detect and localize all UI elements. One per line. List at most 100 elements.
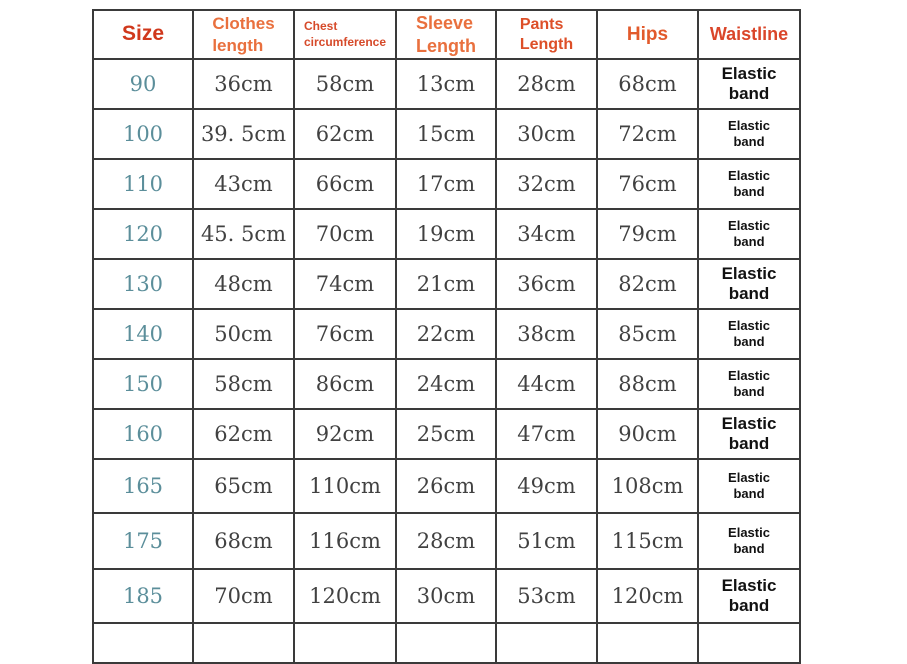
cell-pants_length: 34cm — [495, 208, 598, 260]
partial-empty-row — [92, 622, 801, 664]
cell-sleeve_length: 24cm — [395, 358, 497, 410]
cell-clothes_length: 62cm — [192, 408, 295, 460]
column-header-label: Chest circumference — [303, 18, 387, 50]
table-row: 175 68cm 116cm 28cm 51cm 115cm Elastic band — [92, 512, 801, 570]
cell-pants_length: 47cm — [495, 408, 598, 460]
cell-hips: 76cm — [596, 158, 699, 210]
cell-chest_circumference: 62cm — [293, 108, 397, 160]
cell-waistline: Elastic band — [697, 458, 801, 514]
cell-hips: 120cm — [596, 568, 699, 624]
empty-cell — [697, 622, 801, 664]
column-header-pants_length: Pants Length — [495, 9, 598, 60]
cell-waistline: Elastic band — [697, 408, 801, 460]
cell-sleeve_length: 25cm — [395, 408, 497, 460]
cell-sleeve_length: 22cm — [395, 308, 497, 360]
cell-hips: 68cm — [596, 58, 699, 110]
cell-sleeve_length: 26cm — [395, 458, 497, 514]
cell-waistline: Elastic band — [697, 358, 801, 410]
cell-chest_circumference: 70cm — [293, 208, 397, 260]
cell-chest_circumference: 92cm — [293, 408, 397, 460]
header-row: Size Clothes length Chest circumference Sle… — [92, 9, 801, 60]
cell-chest_circumference: 74cm — [293, 258, 397, 310]
column-header-label: Clothes length — [212, 14, 275, 55]
column-header-label: Waistline — [709, 24, 789, 45]
cell-hips: 82cm — [596, 258, 699, 310]
cell-sleeve_length: 15cm — [395, 108, 497, 160]
cell-size: 185 — [92, 568, 194, 624]
cell-clothes_length: 36cm — [192, 58, 295, 110]
column-header-clothes_length: Clothes length — [192, 9, 295, 60]
cell-chest_circumference: 110cm — [293, 458, 397, 514]
empty-cell — [192, 622, 295, 664]
column-header-label: Pants Length — [519, 15, 574, 53]
cell-pants_length: 30cm — [495, 108, 598, 160]
table-row: 90 36cm 58cm 13cm 28cm 68cm Elastic band — [92, 58, 801, 110]
cell-clothes_length: 65cm — [192, 458, 295, 514]
cell-clothes_length: 43cm — [192, 158, 295, 210]
cell-sleeve_length: 13cm — [395, 58, 497, 110]
cell-chest_circumference: 76cm — [293, 308, 397, 360]
column-header-waistline: Waistline — [697, 9, 801, 60]
table-body: 90 36cm 58cm 13cm 28cm 68cm Elastic band 100 39.… — [92, 58, 801, 664]
table-row: 160 62cm 92cm 25cm 47cm 90cm Elastic band — [92, 408, 801, 460]
size-chart-table: Size Clothes length Chest circumference Sle… — [92, 9, 801, 664]
cell-sleeve_length: 19cm — [395, 208, 497, 260]
cell-clothes_length: 45. 5cm — [192, 208, 295, 260]
cell-size: 130 — [92, 258, 194, 310]
table-row: 130 48cm 74cm 21cm 36cm 82cm Elastic band — [92, 258, 801, 310]
column-header-sleeve_length: Sleeve Length — [395, 9, 497, 60]
cell-pants_length: 38cm — [495, 308, 598, 360]
table-row: 140 50cm 76cm 22cm 38cm 85cm Elastic band — [92, 308, 801, 360]
cell-hips: 90cm — [596, 408, 699, 460]
cell-pants_length: 36cm — [495, 258, 598, 310]
cell-clothes_length: 58cm — [192, 358, 295, 410]
table-head: Size Clothes length Chest circumference Sle… — [92, 9, 801, 60]
cell-chest_circumference: 116cm — [293, 512, 397, 570]
cell-waistline: Elastic band — [697, 208, 801, 260]
cell-hips: 72cm — [596, 108, 699, 160]
cell-clothes_length: 48cm — [192, 258, 295, 310]
cell-hips: 115cm — [596, 512, 699, 570]
cell-hips: 79cm — [596, 208, 699, 260]
empty-cell — [495, 622, 598, 664]
cell-size: 90 — [92, 58, 194, 110]
empty-cell — [92, 622, 194, 664]
column-header-size: Size — [92, 9, 194, 60]
cell-size: 160 — [92, 408, 194, 460]
cell-clothes_length: 70cm — [192, 568, 295, 624]
column-header-label: Sleeve Length — [416, 13, 476, 56]
cell-chest_circumference: 120cm — [293, 568, 397, 624]
table-row: 150 58cm 86cm 24cm 44cm 88cm Elastic band — [92, 358, 801, 410]
cell-size: 175 — [92, 512, 194, 570]
cell-clothes_length: 50cm — [192, 308, 295, 360]
column-header-label: Hips — [626, 23, 669, 45]
cell-hips: 88cm — [596, 358, 699, 410]
cell-chest_circumference: 86cm — [293, 358, 397, 410]
column-header-hips: Hips — [596, 9, 699, 60]
cell-waistline: Elastic band — [697, 58, 801, 110]
cell-size: 120 — [92, 208, 194, 260]
cell-sleeve_length: 21cm — [395, 258, 497, 310]
cell-hips: 108cm — [596, 458, 699, 514]
cell-sleeve_length: 30cm — [395, 568, 497, 624]
cell-chest_circumference: 66cm — [293, 158, 397, 210]
empty-cell — [596, 622, 699, 664]
cell-waistline: Elastic band — [697, 258, 801, 310]
empty-cell — [395, 622, 497, 664]
cell-sleeve_length: 28cm — [395, 512, 497, 570]
cell-pants_length: 53cm — [495, 568, 598, 624]
cell-size: 140 — [92, 308, 194, 360]
column-header-chest_circumference: Chest circumference — [293, 9, 397, 60]
empty-cell — [293, 622, 397, 664]
table-row: 100 39. 5cm 62cm 15cm 30cm 72cm Elastic band — [92, 108, 801, 160]
cell-size: 165 — [92, 458, 194, 514]
cell-chest_circumference: 58cm — [293, 58, 397, 110]
cell-size: 110 — [92, 158, 194, 210]
cell-size: 150 — [92, 358, 194, 410]
table-row: 165 65cm 110cm 26cm 49cm 108cm Elastic band — [92, 458, 801, 514]
cell-sleeve_length: 17cm — [395, 158, 497, 210]
cell-pants_length: 51cm — [495, 512, 598, 570]
cell-waistline: Elastic band — [697, 512, 801, 570]
cell-clothes_length: 39. 5cm — [192, 108, 295, 160]
cell-waistline: Elastic band — [697, 158, 801, 210]
